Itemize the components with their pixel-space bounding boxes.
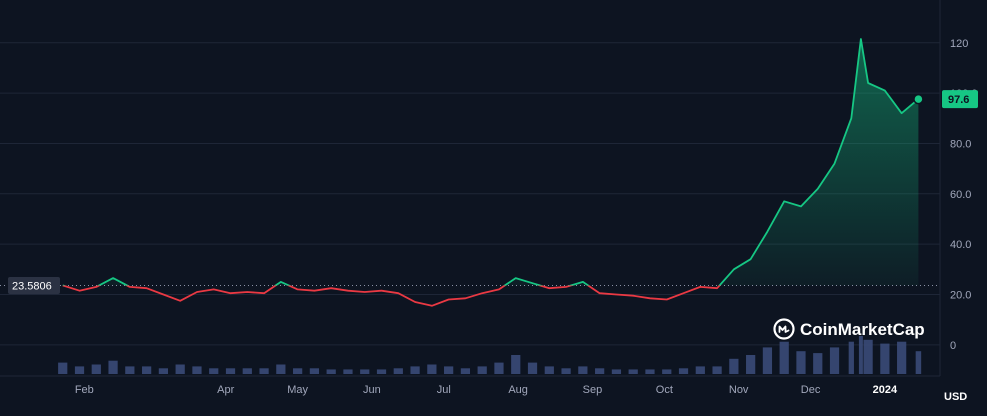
volume-bar xyxy=(880,343,890,374)
price-line xyxy=(62,38,919,307)
volume-bar xyxy=(746,355,756,374)
volume-bar xyxy=(309,368,320,374)
y-tick-label: 120 xyxy=(950,38,968,50)
volume-bar xyxy=(712,366,722,374)
volume-bar xyxy=(848,341,854,374)
volume-bar xyxy=(494,362,504,374)
currency-label: USD xyxy=(944,391,967,403)
volume-bar xyxy=(360,369,370,374)
volume-bar xyxy=(829,347,840,374)
x-tick-label: 2024 xyxy=(873,384,898,396)
x-tick-label: Nov xyxy=(729,384,749,396)
coinmarketcap-logo-icon xyxy=(773,318,795,340)
volume-bar xyxy=(897,341,907,374)
x-tick-label: Oct xyxy=(656,384,673,396)
volume-bar xyxy=(477,366,487,374)
volume-bar xyxy=(125,366,135,374)
volume-bar xyxy=(813,353,823,374)
x-tick-label: Jul xyxy=(437,384,451,396)
volume-bar xyxy=(276,364,286,374)
volume-bar xyxy=(611,369,622,374)
volume-bar xyxy=(595,368,605,374)
volume-bar xyxy=(527,362,538,374)
volume-bar xyxy=(645,369,655,374)
volume-bar xyxy=(209,368,219,374)
volume-bar xyxy=(242,368,252,374)
volume-bar xyxy=(58,362,68,374)
volume-bar xyxy=(259,368,269,374)
volume-bar xyxy=(74,366,85,374)
y-tick-label: 80.0 xyxy=(950,138,971,150)
x-axis: Feb Apr May Jun Jul Aug Sep Oct Nov Dec 2024 xyxy=(75,384,898,396)
volume-bar xyxy=(544,366,554,374)
volume-bar xyxy=(511,355,521,374)
volume-bar xyxy=(410,366,420,374)
volume-bar xyxy=(779,341,789,374)
volume-bar xyxy=(444,366,454,374)
y-tick-label: 60.0 xyxy=(950,189,971,201)
volume-bar xyxy=(762,347,773,374)
volume-bar xyxy=(858,336,863,374)
volume-bar xyxy=(863,339,873,374)
volume-bar xyxy=(158,368,169,374)
y-tick-label: 20.0 xyxy=(950,289,971,301)
baseline-badge: 23.5806 xyxy=(8,276,60,294)
volume-bar xyxy=(460,368,471,374)
baseline-label: 23.5806 xyxy=(12,280,52,292)
volume-bar xyxy=(796,351,806,374)
watermark: CoinMarketCap xyxy=(773,318,925,340)
watermark-text: CoinMarketCap xyxy=(800,320,925,339)
volume-bar xyxy=(915,351,922,374)
area-fill xyxy=(62,39,919,286)
x-tick-label: Jun xyxy=(363,384,381,396)
volume-bar xyxy=(695,366,705,374)
price-line-up xyxy=(62,38,919,286)
volume-bar xyxy=(142,366,152,374)
x-tick-label: Sep xyxy=(583,384,603,396)
y-tick-label: 40.0 xyxy=(950,239,971,251)
price-line-down xyxy=(62,285,721,307)
volume-bar xyxy=(108,360,118,374)
volume-bar xyxy=(578,366,588,374)
x-tick-label: Dec xyxy=(801,384,821,396)
volume-bar xyxy=(678,368,689,374)
volume-bar xyxy=(628,369,638,374)
volume-bar xyxy=(192,366,202,374)
volume-bar xyxy=(393,368,403,374)
volume-bar xyxy=(225,368,236,374)
volume-bar xyxy=(427,364,437,374)
volume-bar xyxy=(293,368,303,374)
current-price-label: 97.6 xyxy=(948,94,969,106)
volume-bar xyxy=(175,364,185,374)
x-tick-label: May xyxy=(287,384,308,396)
current-price-badge: 97.6 xyxy=(913,90,978,109)
volume-bar xyxy=(376,369,387,374)
volume-bar xyxy=(343,369,353,374)
gridlines xyxy=(0,0,941,377)
y-tick-label: 0 xyxy=(950,340,956,352)
x-tick-label: Feb xyxy=(75,384,94,396)
volume-bar xyxy=(561,368,571,374)
volume-bar xyxy=(326,369,336,374)
volume-bar xyxy=(91,364,101,374)
volume-bars xyxy=(58,336,922,374)
x-tick-label: Aug xyxy=(508,384,528,396)
x-tick-label: Apr xyxy=(217,384,234,396)
current-price-dot xyxy=(913,93,924,105)
volume-bar xyxy=(662,369,672,374)
price-area xyxy=(62,39,919,286)
volume-bar xyxy=(729,358,739,374)
